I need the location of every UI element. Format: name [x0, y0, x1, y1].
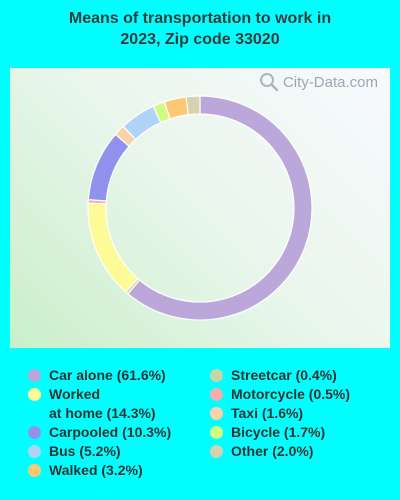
legend-column-right: Streetcar (0.4%) Motorcycle (0.5%) Taxi (1…	[210, 366, 350, 461]
chart-title-line-1: Means of transportation to work in	[68, 10, 332, 27]
legend-label: Motorcycle (0.5%)	[231, 386, 351, 402]
legend-swatch	[28, 426, 41, 439]
legend-column-left: Car alone (61.6%) Worked at home (14.3%) C…	[28, 366, 171, 480]
slice-carpooled	[87, 133, 130, 202]
legend-item-bicycle: Bicycle (1.7%)	[210, 423, 350, 442]
legend-label: Worked at home (14.3%)	[49, 386, 156, 421]
legend-item-streetcar: Streetcar (0.4%)	[210, 366, 350, 385]
slice-other	[185, 95, 201, 116]
legend-swatch	[210, 369, 223, 382]
legend-label: Streetcar (0.4%)	[231, 367, 337, 383]
legend-label: Walked (3.2%)	[49, 462, 143, 478]
legend-item-bus: Bus (5.2%)	[28, 442, 171, 461]
legend-item-car-alone: Car alone (61.6%)	[28, 366, 171, 385]
chart-title-line-2: 2023, Zip code 33020	[120, 31, 280, 48]
legend-swatch	[28, 464, 41, 477]
watermark: City-Data.com	[259, 72, 378, 92]
magnifier-icon	[259, 73, 279, 92]
legend-label: Taxi (1.6%)	[231, 405, 304, 421]
chart-title: Means of transportation to work in 2023,…	[0, 8, 400, 50]
slice-car-alone	[127, 95, 313, 321]
legend-swatch	[28, 445, 41, 458]
legend-swatch	[210, 388, 223, 401]
legend-item-carpooled: Carpooled (10.3%)	[28, 423, 171, 442]
legend-swatch	[28, 369, 41, 382]
donut-chart	[87, 95, 313, 321]
legend-swatch	[210, 426, 223, 439]
legend-swatch	[210, 445, 223, 458]
legend-label: Car alone (61.6%)	[49, 367, 166, 383]
plot-area: City-Data.com	[10, 68, 390, 348]
legend-swatch	[28, 388, 41, 401]
legend-item-taxi: Taxi (1.6%)	[210, 404, 350, 423]
legend-label: Carpooled (10.3%)	[49, 424, 172, 440]
legend-label: Other (2.0%)	[231, 443, 314, 459]
legend-label: Bus (5.2%)	[49, 443, 121, 459]
slice-worked-at-home	[87, 202, 139, 293]
legend-swatch	[210, 407, 223, 420]
legend-label: Bicycle (1.7%)	[231, 424, 326, 440]
legend-item-other: Other (2.0%)	[210, 442, 350, 461]
legend-item-motorcycle: Motorcycle (0.5%)	[210, 385, 350, 404]
legend-item-walked: Walked (3.2%)	[28, 461, 171, 480]
legend-item-worked-at-home: Worked at home (14.3%)	[28, 385, 171, 423]
watermark-text: City-Data.com	[282, 73, 378, 91]
